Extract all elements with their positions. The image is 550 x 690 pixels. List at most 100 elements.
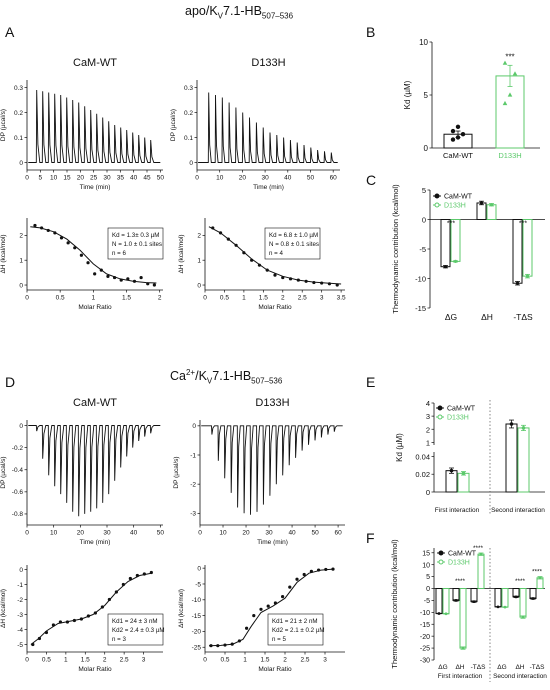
data-point: [135, 573, 139, 578]
chart-a-iso-wt: 0 0.5 1 1.5 2 0 1 2 Molar Ratio ΔH (kcal/mol) Kd =…: [0, 218, 164, 311]
panel-label-c: C: [366, 172, 377, 188]
y-tick-label: -4: [17, 627, 23, 634]
data-point: [79, 253, 83, 257]
data-point: [58, 620, 63, 624]
x-tick-label: -TΔS: [530, 664, 545, 671]
legend-label: D133H: [448, 559, 470, 566]
y-tick-label: 0: [422, 216, 426, 225]
significance-label: ****: [532, 569, 543, 576]
x-tick-label: 5: [39, 175, 43, 182]
data-point: [509, 422, 514, 426]
data-point: [295, 577, 299, 581]
annotation-text: Kd1 = 24 ± 3 nM: [112, 618, 158, 625]
data-point: [107, 597, 111, 602]
data-point: [461, 471, 466, 476]
data-point: [46, 228, 50, 233]
data-point: [444, 612, 448, 616]
y-axis-label: ΔH (kcal/mol): [0, 234, 7, 273]
x-tick-label: ΔG: [497, 664, 506, 671]
x-tick-label: 20: [77, 175, 85, 182]
panel-label-a: A: [5, 24, 15, 40]
chart-f: -30 -25 -20 -15 -10 -5 0 5 10 15 Thermodynamic con…: [390, 539, 547, 682]
data-point: [237, 639, 241, 643]
legend-swatch-marker: [437, 414, 443, 420]
y-tick-label: 1: [19, 258, 23, 265]
annotation-text: Kd2 = 2.1 ± 0.2 µM: [272, 627, 325, 634]
y-tick-label: -10: [420, 610, 430, 617]
annotation-text: Kd = 1.3± 0.3 µM: [112, 232, 159, 239]
data-point: [39, 226, 44, 230]
data-point: [317, 568, 321, 572]
data-point: [515, 281, 520, 285]
y-tick-label: -0.6: [12, 489, 24, 496]
data-point: [218, 231, 223, 235]
legend-swatch-marker: [438, 550, 444, 556]
y-tick-label: -1: [17, 582, 23, 589]
data-point: [521, 426, 526, 430]
y-tick-label: -5: [17, 642, 23, 649]
y-tick-label: -15: [420, 622, 430, 629]
legend-label: CaM-WT: [444, 193, 473, 200]
y-tick-label: -0.2: [12, 445, 24, 452]
data-point: [288, 585, 292, 589]
data-point: [211, 226, 215, 230]
chart-b: 0 5 10 Kd (µM) CaM-WT D133H ***: [403, 38, 540, 160]
x-tick-label: 2.5: [298, 295, 307, 302]
data-point: [489, 203, 494, 207]
x-tick-label: 45: [143, 175, 151, 182]
x-tick-label: 60: [330, 175, 338, 182]
x-axis-label: Time (min): [257, 539, 288, 546]
data-point: [296, 278, 300, 282]
x-tick-label: 30: [261, 175, 269, 182]
x-axis-label: Time (min): [80, 184, 111, 191]
y-tick-label: 15: [422, 550, 430, 557]
y-axis-label: DP (µcal/s): [0, 109, 7, 141]
x-tick-label: 2: [103, 657, 107, 664]
data-point: [112, 275, 117, 280]
data-point: [100, 605, 104, 609]
x-axis-label: Time (min): [253, 184, 284, 191]
thermogram-trace: [198, 92, 338, 163]
y-tick-label: 5: [422, 186, 426, 195]
data-point: [460, 132, 466, 137]
x-tick-label: 0: [25, 295, 29, 302]
x-tick-label: 2.5: [300, 657, 309, 664]
bottom-section-title: Ca2+/KV7.1-HB507–536: [170, 368, 283, 386]
data-point: [525, 274, 530, 278]
data-point: [273, 601, 277, 605]
data-point: [93, 611, 97, 615]
data-point: [86, 261, 90, 265]
x-tick-label: -TΔS: [513, 312, 533, 322]
y-tick-label: 0: [197, 282, 201, 289]
x-tick-label: 40: [130, 175, 138, 182]
x-axis-label: Molar Ratio: [78, 304, 112, 311]
x-tick-label: CaM-WT: [443, 151, 473, 160]
data-point: [245, 626, 249, 630]
panel-label-e: E: [366, 374, 376, 390]
data-point: [455, 135, 461, 140]
y-tick-label: 0.02: [415, 470, 430, 479]
y-tick-label: -5: [419, 245, 426, 254]
thermogram-trace: [28, 425, 161, 517]
data-point: [114, 590, 118, 594]
x-tick-label: 10: [50, 175, 58, 182]
x-tick-label: 0: [25, 175, 29, 182]
y-tick-label: 0: [426, 488, 430, 497]
x-axis-label: Molar Ratio: [258, 666, 292, 673]
bar: [519, 588, 527, 618]
x-tick-label: 2: [283, 657, 287, 664]
data-point: [51, 623, 56, 627]
data-point: [324, 567, 328, 572]
data-point: [453, 259, 458, 263]
x-tick-label: 0.5: [220, 295, 229, 302]
y-tick-label: -0.8: [12, 511, 24, 518]
y-tick-label: 0: [189, 160, 193, 167]
data-point: [461, 646, 465, 650]
data-point: [437, 612, 441, 615]
x-tick-label: 0.5: [56, 295, 65, 302]
data-point: [443, 265, 448, 269]
y-tick-label: 0: [19, 567, 23, 574]
chart-title: CaM-WT: [73, 57, 117, 69]
x-tick-label: 1: [243, 657, 247, 664]
